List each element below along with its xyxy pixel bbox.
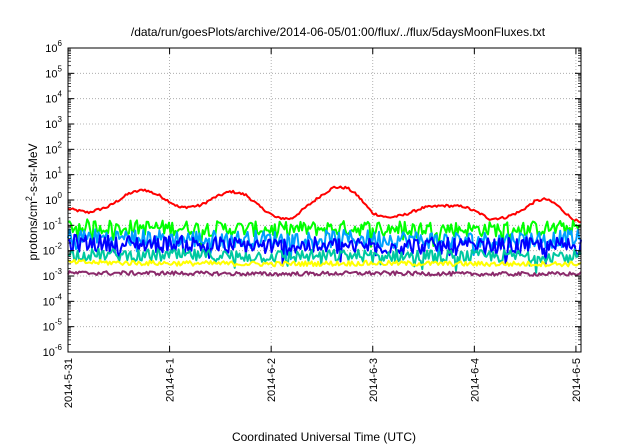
x-tick-label: 2014-6-5	[571, 358, 583, 402]
y-tick-label: 102	[45, 140, 62, 156]
y-tick-label: 10-3	[43, 267, 63, 283]
y-tick-label: 101	[45, 166, 62, 182]
series-line-6	[67, 270, 582, 277]
y-tick-label: 106	[45, 39, 62, 55]
y-tick-label: 103	[45, 115, 62, 131]
series-line-0	[67, 185, 582, 224]
y-tick-label: 104	[45, 90, 62, 106]
x-tick-label: 2014-5-31	[63, 358, 75, 408]
series-layer	[67, 185, 582, 277]
y-tick-label: 105	[45, 64, 62, 80]
y-tick-label: 10-1	[43, 216, 63, 232]
series-line-1	[67, 218, 582, 249]
grid-layer	[68, 48, 581, 352]
y-tick-label: 10-2	[43, 242, 63, 258]
x-tick-label: 2014-6-1	[165, 358, 177, 402]
series-line-5	[67, 258, 582, 268]
y-tick-label: 100	[45, 191, 62, 207]
y-tick-label: 10-5	[43, 318, 63, 334]
x-tick-label: 2014-6-4	[469, 358, 481, 402]
x-tick-label: 2014-6-2	[266, 358, 278, 402]
series-line-3	[67, 233, 582, 267]
y-tick-label: 10-6	[43, 343, 63, 359]
x-axis-label: Coordinated Universal Time (UTC)	[232, 430, 416, 444]
chart-title: /data/run/goesPlots/archive/2014-06-05/0…	[131, 25, 546, 39]
plot-frame	[67, 47, 582, 353]
y-tick-label: 10-4	[43, 292, 63, 308]
y-axis-label: protons/cm2-s-sr-MeV	[24, 143, 40, 260]
x-tick-label: 2014-6-3	[368, 358, 380, 402]
series-line-4	[67, 247, 582, 274]
ticks-layer: 10-6 10-5 10-4 10-3 10-2 10-1 100 101 102 103 104 1…	[43, 39, 583, 408]
